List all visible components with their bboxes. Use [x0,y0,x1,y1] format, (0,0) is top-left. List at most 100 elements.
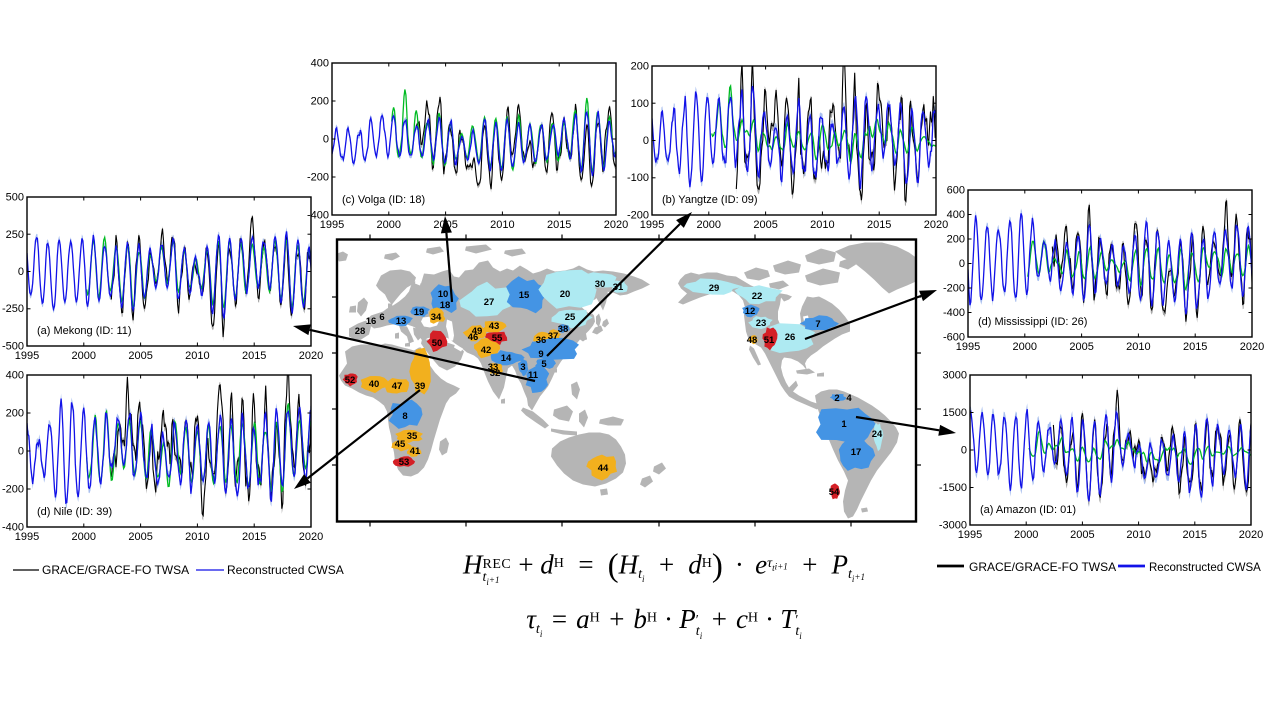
svg-text:0: 0 [961,445,967,457]
svg-text:1995: 1995 [15,531,39,543]
svg-text:1995: 1995 [956,341,980,353]
svg-text:250: 250 [6,229,24,241]
svg-text:200: 200 [6,408,24,420]
svg-text:19: 19 [414,307,425,318]
svg-text:0: 0 [323,134,329,146]
svg-text:2010: 2010 [185,350,209,362]
svg-text:-200: -200 [943,283,965,295]
svg-text:1995: 1995 [958,529,982,541]
svg-text:600: 600 [947,185,965,197]
svg-text:28: 28 [355,326,366,337]
svg-text:1995: 1995 [15,350,39,362]
svg-text:50: 50 [432,338,443,349]
svg-text:2010: 2010 [490,219,514,231]
svg-text:-400: -400 [2,522,24,534]
svg-text:2005: 2005 [128,531,152,543]
svg-text:38: 38 [558,324,569,335]
svg-text:2020: 2020 [1239,529,1263,541]
svg-text:14: 14 [501,353,512,364]
svg-text:41: 41 [410,446,421,457]
svg-text:200: 200 [947,234,965,246]
svg-text:Reconstructed CWSA: Reconstructed CWSA [227,563,344,577]
svg-text:2000: 2000 [697,219,721,231]
svg-text:2010: 2010 [1126,341,1150,353]
svg-text:(a) Mekong (ID: 11): (a) Mekong (ID: 11) [37,325,132,337]
svg-text:2005: 2005 [1070,529,1094,541]
svg-text:7: 7 [815,319,820,330]
svg-text:2000: 2000 [1014,529,1038,541]
svg-text:34: 34 [431,312,442,323]
svg-text:52: 52 [345,375,356,386]
svg-text:29: 29 [709,283,720,294]
svg-text:200: 200 [311,96,329,108]
svg-text:-200: -200 [627,210,649,222]
svg-text:2020: 2020 [924,219,948,231]
svg-text:-3000: -3000 [939,520,967,532]
svg-text:2005: 2005 [1069,341,1093,353]
svg-text:2000: 2000 [1013,341,1037,353]
svg-text:-600: -600 [943,332,965,344]
svg-text:2005: 2005 [753,219,777,231]
svg-text:0: 0 [959,258,965,270]
svg-text:47: 47 [392,381,403,392]
svg-text:-500: -500 [2,341,24,353]
svg-text:-400: -400 [307,210,329,222]
svg-text:39: 39 [415,381,426,392]
svg-text:46: 46 [468,332,479,343]
svg-text:42: 42 [481,345,492,356]
svg-text:2005: 2005 [128,350,152,362]
svg-text:2: 2 [834,393,839,404]
svg-text:-200: -200 [2,484,24,496]
svg-text:2015: 2015 [1183,341,1207,353]
svg-text:22: 22 [752,291,763,302]
svg-text:(a) Amazon (ID: 01): (a) Amazon (ID: 01) [980,504,1076,516]
svg-text:2015: 2015 [867,219,891,231]
svg-text:GRACE/GRACE-FO TWSA: GRACE/GRACE-FO TWSA [969,560,1116,574]
svg-text:15: 15 [519,290,530,301]
svg-text:2015: 2015 [242,531,266,543]
svg-text:24: 24 [872,429,883,440]
svg-text:5: 5 [541,359,547,370]
svg-text:Reconstructed CWSA: Reconstructed CWSA [1149,562,1261,574]
svg-text:3: 3 [520,362,525,373]
svg-text:11: 11 [528,370,539,381]
svg-text:2020: 2020 [604,219,628,231]
svg-text:49: 49 [472,326,483,337]
svg-text:-250: -250 [2,303,24,315]
svg-text:-100: -100 [627,172,649,184]
svg-text:30: 30 [595,279,606,290]
svg-text:55: 55 [492,333,503,344]
svg-text:2000: 2000 [72,350,96,362]
svg-text:2010: 2010 [185,531,209,543]
svg-text:53: 53 [399,457,410,468]
svg-text:0: 0 [18,446,24,458]
svg-text:GRACE/GRACE-FO TWSA: GRACE/GRACE-FO TWSA [42,563,189,577]
svg-text:(d) Nile (ID: 39): (d) Nile (ID: 39) [37,506,112,518]
svg-text:3000: 3000 [943,370,967,382]
svg-text:400: 400 [6,370,24,382]
svg-text:25: 25 [565,312,576,323]
svg-text:2010: 2010 [1126,529,1150,541]
svg-text:6: 6 [379,312,384,323]
svg-text:2010: 2010 [810,219,834,231]
svg-text:31: 31 [613,282,624,293]
svg-text:40: 40 [369,379,380,390]
svg-text:13: 13 [396,316,407,327]
svg-text:100: 100 [631,98,649,110]
svg-text:35: 35 [407,431,418,442]
svg-text:400: 400 [311,58,329,70]
svg-text:400: 400 [947,209,965,221]
svg-text:1500: 1500 [943,407,967,419]
svg-text:12: 12 [745,306,756,317]
svg-text:-200: -200 [307,172,329,184]
svg-text:16: 16 [366,316,377,327]
svg-text:36: 36 [536,335,547,346]
svg-text:8: 8 [402,411,407,422]
svg-text:(c) Volga (ID: 18): (c) Volga (ID: 18) [342,194,425,206]
svg-text:44: 44 [598,463,609,474]
svg-text:43: 43 [489,321,500,332]
svg-text:2000: 2000 [72,531,96,543]
svg-text:20: 20 [560,289,571,300]
svg-text:33: 33 [488,362,499,373]
svg-text:10: 10 [438,289,449,300]
